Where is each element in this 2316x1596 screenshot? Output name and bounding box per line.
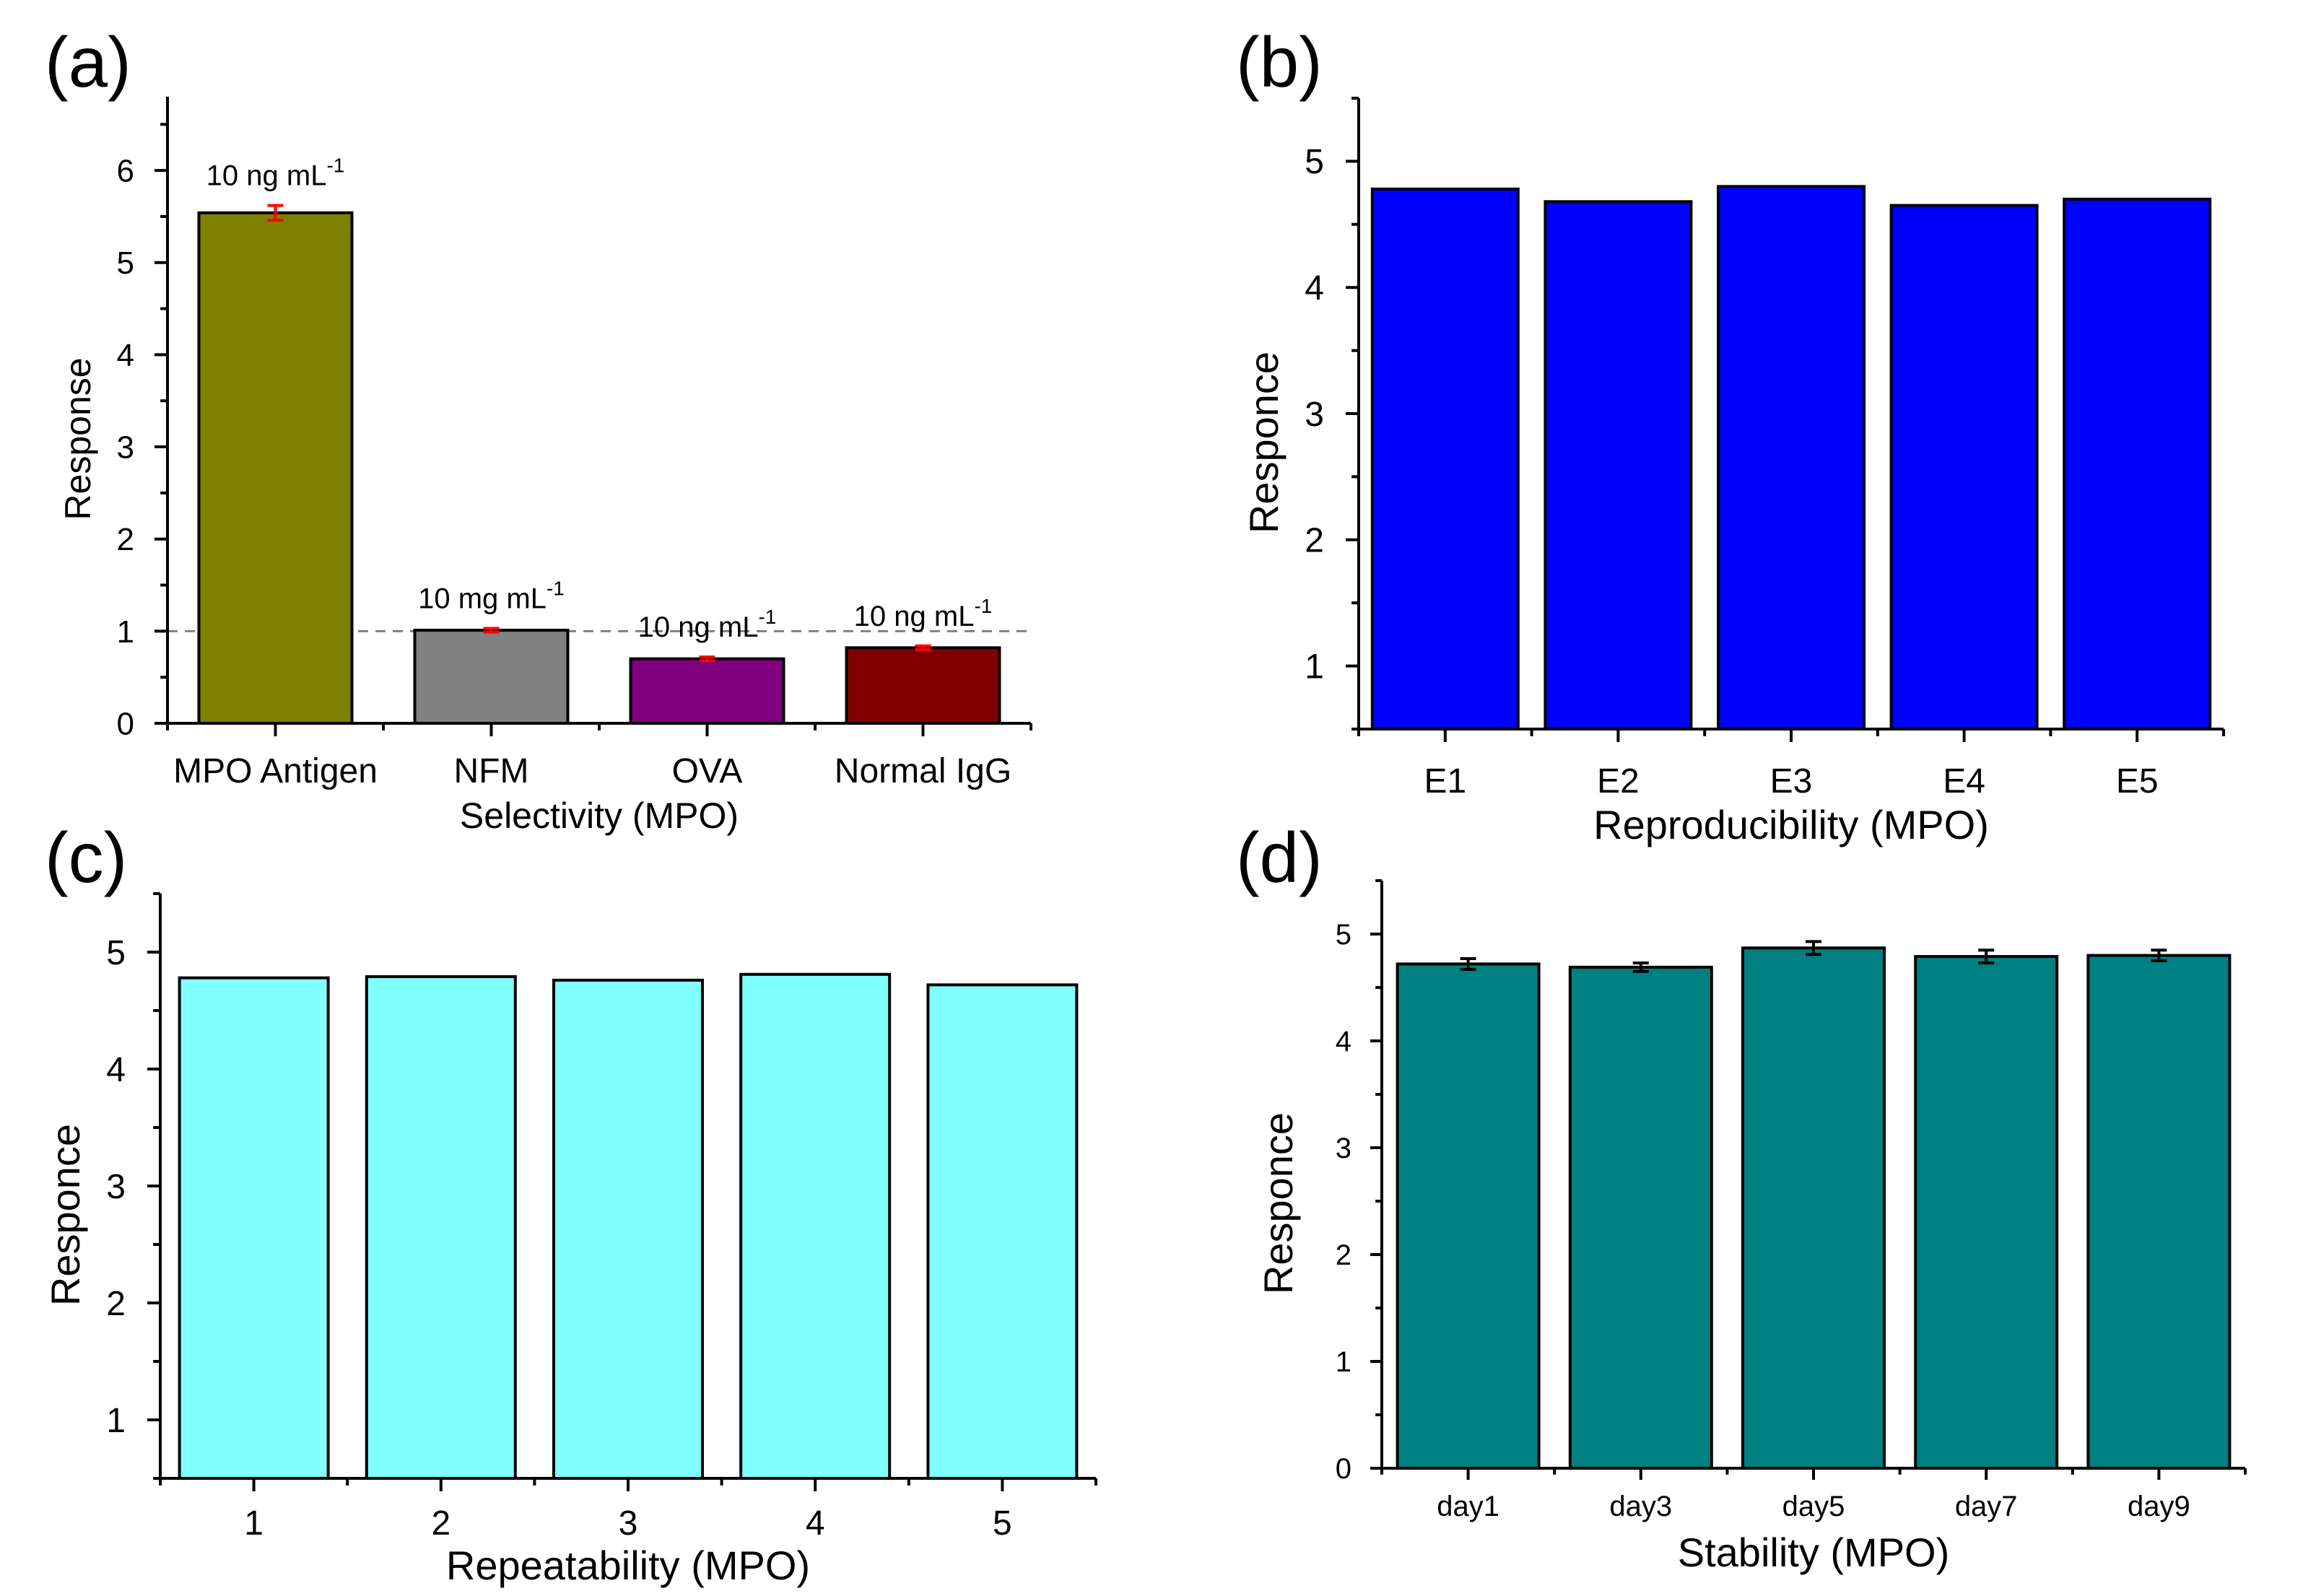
panel-label-a: (a) bbox=[45, 22, 131, 102]
panel-label-c: (c) bbox=[45, 818, 127, 897]
x-tick-label: E5 bbox=[2116, 762, 2159, 801]
y-tick-label: 4 bbox=[1305, 269, 1324, 308]
error-bar-4 bbox=[1978, 949, 1995, 964]
bar-3 bbox=[1717, 185, 1866, 731]
x-tick-label: NFM bbox=[454, 752, 529, 790]
y-tick-label: 6 bbox=[117, 154, 134, 189]
bar-2 bbox=[365, 975, 517, 1480]
x-tick-label: 5 bbox=[993, 1504, 1012, 1543]
y-tick-label: 1 bbox=[106, 1402, 126, 1440]
x-tick-label: 2 bbox=[431, 1504, 450, 1543]
y-tick-label: 2 bbox=[117, 522, 134, 557]
x-tick-label: 3 bbox=[619, 1504, 638, 1543]
bar-3 bbox=[629, 657, 785, 725]
error-bar-2 bbox=[1632, 961, 1649, 973]
x-tick-label: OVA bbox=[672, 752, 743, 790]
y-axis-title: Response bbox=[58, 357, 98, 520]
error-bar-1 bbox=[267, 204, 284, 222]
x-axis-title: Stability (MPO) bbox=[1678, 1530, 1950, 1575]
y-tick-label: 3 bbox=[117, 429, 134, 465]
y-tick-label: 3 bbox=[106, 1168, 126, 1206]
y-tick-label: 2 bbox=[106, 1285, 126, 1323]
error-bar-4 bbox=[915, 644, 931, 651]
bar-annotation-4: 10 ng mL-1 bbox=[854, 595, 993, 632]
x-tick-label: day9 bbox=[2128, 1491, 2190, 1522]
y-tick-label: 5 bbox=[1305, 143, 1324, 181]
x-tick-label: E3 bbox=[1770, 762, 1813, 801]
bar-1 bbox=[1370, 187, 1520, 731]
bar-1 bbox=[197, 211, 354, 725]
bar-4 bbox=[1889, 204, 2039, 731]
x-axis-title: Repeatability (MPO) bbox=[446, 1543, 810, 1588]
error-bar-3 bbox=[1806, 940, 1821, 956]
y-tick-label: 4 bbox=[117, 338, 134, 373]
error-bar-1 bbox=[1460, 957, 1476, 971]
bar-5 bbox=[2086, 954, 2232, 1470]
x-tick-label: E2 bbox=[1597, 762, 1640, 801]
panel-label-d: (d) bbox=[1236, 818, 1323, 897]
bar-annotation-2: 10 mg mL-1 bbox=[418, 577, 565, 615]
panel-label-b: (b) bbox=[1236, 22, 1323, 102]
y-tick-label: 0 bbox=[117, 706, 134, 741]
y-tick-label: 5 bbox=[1336, 919, 1351, 951]
y-tick-label: 1 bbox=[117, 614, 134, 650]
x-tick-label: E1 bbox=[1424, 762, 1466, 801]
x-axis-title: Selectivity (MPO) bbox=[460, 795, 739, 836]
bar-4 bbox=[739, 972, 892, 1480]
x-axis-title: Reproducibility (MPO) bbox=[1593, 802, 1989, 847]
y-tick-label: 0 bbox=[1336, 1453, 1351, 1485]
bar-3 bbox=[552, 978, 704, 1480]
x-tick-label: day1 bbox=[1437, 1491, 1499, 1522]
chart-panel-a: 10 ng mL-1 10 mg mL-1 10 ng mL-1 10 ng mL-1… bbox=[58, 97, 1032, 836]
bar-4 bbox=[845, 646, 1001, 725]
bar-2 bbox=[413, 629, 570, 725]
y-axis-title: Responce bbox=[1255, 1112, 1301, 1294]
x-tick-label: E4 bbox=[1943, 762, 1985, 801]
x-tick-label: MPO Antigen bbox=[173, 752, 378, 790]
bar-annotation-1: 10 ng mL-1 bbox=[206, 154, 345, 192]
error-bar-3 bbox=[699, 655, 715, 663]
x-tick-label: day3 bbox=[1609, 1491, 1672, 1522]
chart-panel-d: 0 1 2 3 4 5 day1 day3 day5 day7 day9 Stability (MPO… bbox=[1255, 879, 2247, 1575]
bar-2 bbox=[1544, 200, 1693, 731]
bar-annotation-3: 10 ng mL-1 bbox=[638, 606, 777, 643]
bar-2 bbox=[1568, 965, 1713, 1470]
y-tick-label: 3 bbox=[1305, 396, 1324, 434]
chart-panel-b: 1 2 3 4 5 E1 E2 E3 E4 E5 Reproducibility (MPO) Resp… bbox=[1241, 97, 2225, 847]
bar-5 bbox=[926, 983, 1079, 1480]
y-tick-label: 1 bbox=[1336, 1346, 1351, 1378]
y-tick-label: 4 bbox=[1336, 1026, 1351, 1058]
bar-1 bbox=[178, 976, 330, 1480]
bar-3 bbox=[1741, 946, 1886, 1470]
x-tick-label: 1 bbox=[244, 1504, 264, 1543]
y-tick-label: 2 bbox=[1336, 1239, 1351, 1271]
y-tick-label: 3 bbox=[1336, 1133, 1351, 1164]
error-bar-2 bbox=[483, 627, 500, 634]
y-axis-title: Responce bbox=[1241, 352, 1287, 533]
y-tick-label: 5 bbox=[106, 934, 126, 972]
y-tick-label: 2 bbox=[1305, 522, 1324, 560]
y-axis-title: Responce bbox=[43, 1124, 88, 1306]
chart-panel-c: 1 2 3 4 5 1 2 3 4 5 Repeatability (MPO) Responce bbox=[43, 892, 1097, 1588]
y-tick-label: 5 bbox=[117, 245, 134, 281]
y-tick-label: 1 bbox=[1305, 647, 1324, 686]
bar-1 bbox=[1396, 962, 1541, 1470]
y-tick-label: 4 bbox=[106, 1051, 126, 1089]
error-bar-5 bbox=[2151, 949, 2167, 962]
x-tick-label: 4 bbox=[806, 1504, 825, 1543]
x-tick-label: day7 bbox=[1955, 1491, 2018, 1522]
x-tick-label: Normal IgG bbox=[835, 752, 1011, 790]
x-tick-label: day5 bbox=[1782, 1491, 1845, 1522]
bar-4 bbox=[1914, 955, 2059, 1470]
bar-5 bbox=[2063, 197, 2212, 731]
